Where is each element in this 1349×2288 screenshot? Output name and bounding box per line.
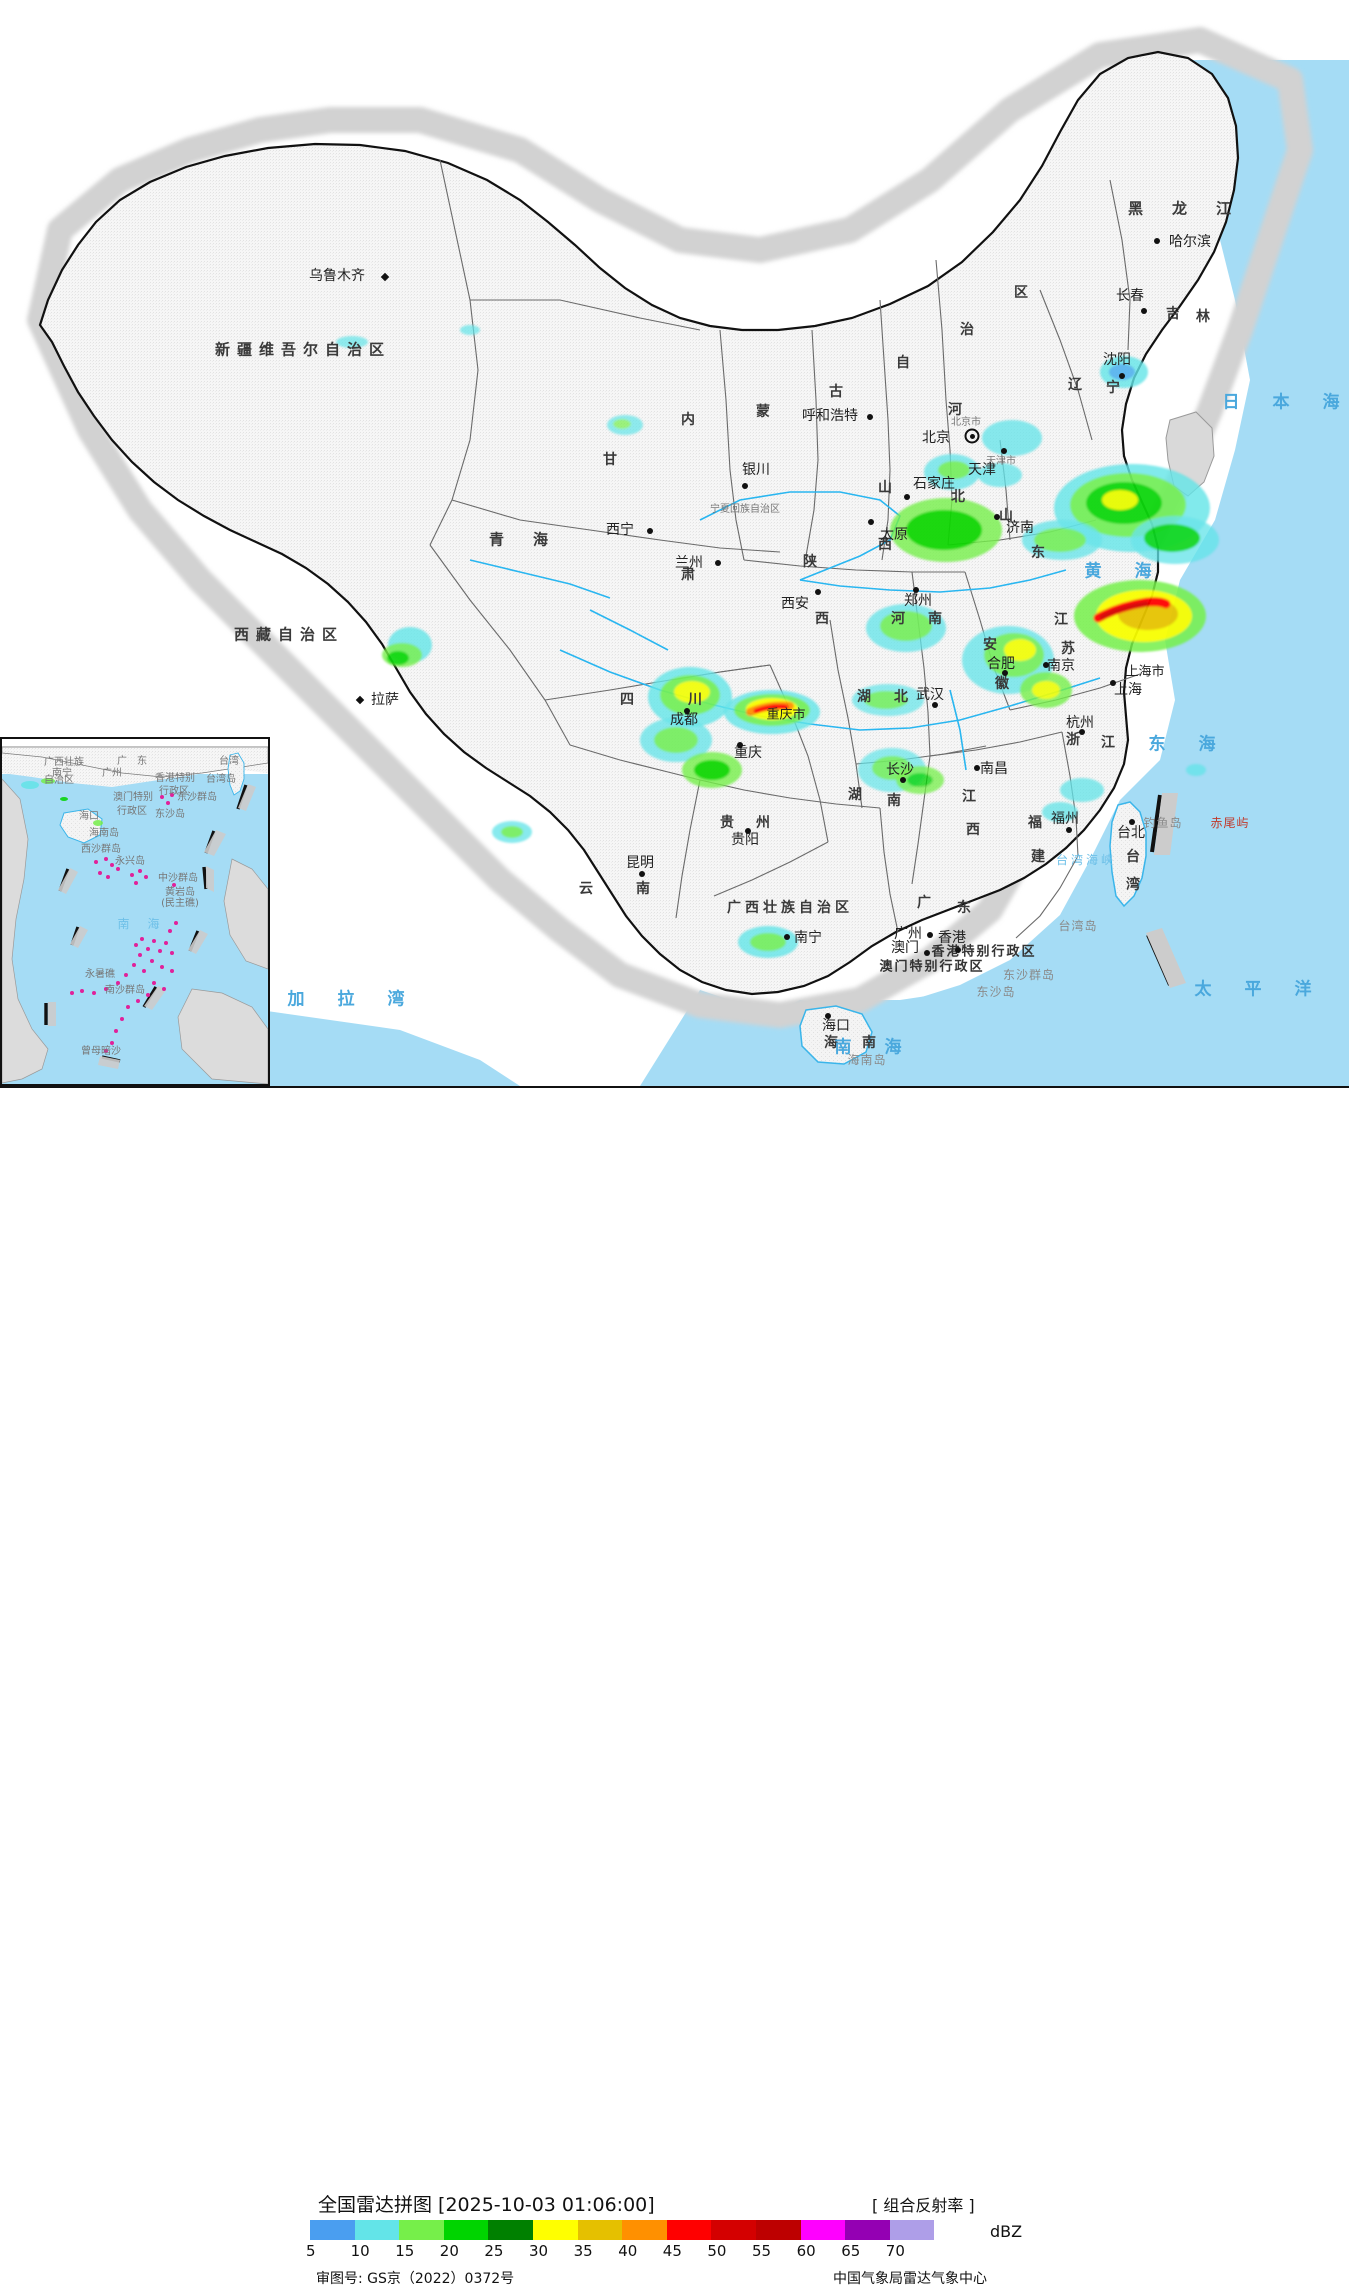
city-marker-银川 (742, 483, 748, 489)
city-marker-海口 (825, 1013, 831, 1019)
colorbar-swatch-25[interactable] (488, 2220, 533, 2240)
echo-henan (852, 604, 946, 792)
tick-label-20: 20 (439, 2242, 459, 2260)
city-marker-合肥 (1002, 670, 1008, 676)
echo-guangxi (492, 821, 798, 958)
city-marker-西安 (815, 589, 821, 595)
city-marker-西宁 (647, 528, 653, 534)
echo-anhui (962, 626, 1072, 708)
city-marker-石家庄 (904, 494, 910, 500)
city-marker-太原 (868, 519, 874, 525)
colorbar-swatch-10[interactable] (354, 2220, 400, 2240)
tick-label-15: 15 (395, 2242, 415, 2260)
colorbar-swatch-20[interactable] (443, 2220, 489, 2240)
east-sea (740, 60, 1349, 1086)
dbz-tick-labels: 5 10 15 20 25 30 35 40 45 50 55 60 65 70 (306, 2242, 1010, 2260)
city-marker-郑州 (913, 587, 919, 593)
colorbar-swatch-65[interactable] (845, 2220, 890, 2240)
radar-mosaic-page: 新疆维吾尔自治区 西藏自治区青 海甘肃内蒙古自治区宁夏回族自治区陕西山西河北北京市… (0, 0, 1349, 1208)
tick-label-70: 70 (885, 2242, 905, 2260)
city-marker-南昌 (974, 765, 980, 771)
radar-map[interactable]: 新疆维吾尔自治区 西藏自治区青 海甘肃内蒙古自治区宁夏回族自治区陕西山西河北北京市… (0, 0, 1349, 1086)
tick-label-35: 35 (573, 2242, 593, 2260)
dbz-unit-label: dBZ (990, 2222, 1023, 2241)
city-marker-杭州 (1079, 729, 1085, 735)
city-marker-呼和浩特 (867, 414, 873, 420)
dbz-colorbar[interactable] (310, 2220, 935, 2240)
tick-label-45: 45 (662, 2242, 682, 2260)
city-marker-哈尔滨 (1154, 238, 1160, 244)
product-type-label: [ 组合反射率 ] (872, 2196, 975, 2215)
reef-marks (70, 793, 178, 1053)
colorbar-swatch-40[interactable] (622, 2220, 667, 2240)
city-marker-南京 (1043, 662, 1049, 668)
city-marker-澳门 (924, 950, 930, 956)
echo-north-china (890, 420, 1042, 562)
city-marker-沈阳 (1119, 373, 1125, 379)
colorbar-swatch-55[interactable] (755, 2220, 801, 2240)
echo-tibet (382, 627, 432, 667)
organization-label: 中国气象局雷达气象中心 (833, 2271, 987, 2287)
colorbar-swatch-30[interactable] (532, 2220, 578, 2240)
city-marker-上海 (1110, 680, 1116, 686)
colorbar-swatch-45[interactable] (666, 2220, 712, 2240)
tick-label-5: 5 (306, 2242, 316, 2260)
inset-canvas (2, 739, 268, 1084)
colorbar-swatch-5[interactable] (310, 2220, 355, 2240)
colorbar-swatch-35[interactable] (577, 2220, 623, 2240)
colorbar-swatch-60[interactable] (800, 2220, 846, 2240)
city-marker-贵阳 (745, 828, 751, 834)
city-marker-济南 (994, 514, 1000, 520)
city-marker-武汉 (932, 702, 938, 708)
tick-label-10: 10 (350, 2242, 370, 2260)
city-marker-昆明 (639, 871, 645, 877)
city-marker-台北 (1129, 819, 1135, 825)
tick-label-50: 50 (707, 2242, 727, 2260)
city-marker-成都 (684, 708, 690, 714)
city-marker-北京 (964, 428, 980, 444)
hainan-island (799, 1005, 873, 1065)
colorbar-swatch-50[interactable] (711, 2220, 756, 2240)
city-marker-香港 (955, 947, 961, 953)
tick-label-60: 60 (796, 2242, 816, 2260)
radar-echo-layer (336, 325, 1219, 958)
tick-label-55: 55 (752, 2242, 772, 2260)
city-marker-福州 (1066, 827, 1072, 833)
echo-chongqing (724, 690, 820, 734)
city-marker-长沙 (900, 777, 906, 783)
colorbar-swatch-15[interactable] (399, 2220, 444, 2240)
echo-southeast (896, 764, 1206, 822)
city-marker-广州 (927, 932, 933, 938)
approval-number: 审图号: GS京（2022）0372号 (316, 2271, 515, 2287)
echo-liaoning (1100, 356, 1148, 388)
south-china-sea-inset-map[interactable]: 广西壮族 自治区广 东台湾 南宁 广州 香港特别 行政区 台湾岛 澳门特别 行政区 东沙群岛 东沙岛… (0, 737, 270, 1086)
legend-footer: 全国雷达拼图 [2025-10-03 01:06:00] [ 组合反射率 ] 5… (0, 1086, 1349, 2287)
colorbar-swatch-70[interactable] (889, 2220, 935, 2240)
nine-dash-shadow (1146, 793, 1186, 988)
echo-xinjiang (336, 325, 643, 435)
city-marker-长春 (1141, 308, 1147, 314)
city-marker-南宁 (784, 934, 790, 940)
city-marker-重庆 (737, 742, 743, 748)
tick-label-30: 30 (529, 2242, 549, 2260)
echo-jiangsu-offshore (1074, 580, 1206, 652)
echo-sichuan (640, 667, 742, 788)
tick-label-40: 40 (618, 2242, 638, 2260)
echo-shandong (1022, 464, 1219, 564)
city-marker-天津 (1001, 448, 1007, 454)
city-marker-兰州 (715, 560, 721, 566)
legend-title: 全国雷达拼图 [2025-10-03 01:06:00] (318, 2194, 655, 2216)
taiwan-island (1109, 801, 1147, 908)
tick-label-65: 65 (841, 2242, 861, 2260)
tick-label-25: 25 (484, 2242, 504, 2260)
